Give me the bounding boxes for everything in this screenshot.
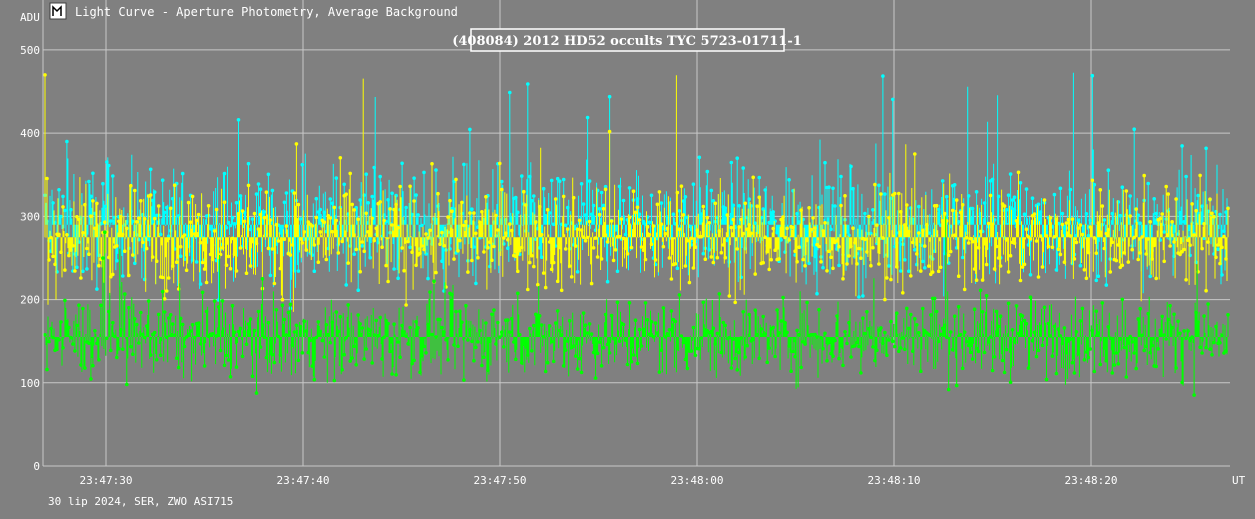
y-tick-label: 500 <box>20 44 40 57</box>
series-3-points <box>43 230 1230 397</box>
x-axis-label: UT <box>1232 474 1246 487</box>
title-bar: Light Curve - Aperture Photometry, Avera… <box>49 2 458 20</box>
series-area <box>43 72 1230 397</box>
light-curve-app-icon[interactable] <box>49 2 67 20</box>
y-tick-label: 200 <box>20 294 40 307</box>
series-2 <box>43 73 1230 312</box>
chart-title-box: (408084) 2012 HD52 occults TYC 5723-0171… <box>452 28 802 52</box>
y-tick-label: 0 <box>33 460 40 473</box>
y-tick-label: 400 <box>20 127 40 140</box>
x-tick-label: 23:48:10 <box>868 474 921 487</box>
y-axis-label: ADU <box>20 11 40 24</box>
x-tick-label: 23:47:50 <box>474 474 527 487</box>
x-tick-label: 23:47:40 <box>277 474 330 487</box>
x-tick-label: 23:48:20 <box>1065 474 1118 487</box>
series-1-stems <box>44 72 1229 309</box>
axes <box>42 0 1230 467</box>
y-tick-label: 300 <box>20 210 40 223</box>
x-tick-label: 23:48:00 <box>671 474 724 487</box>
x-tick-label: 23:47:30 <box>80 474 133 487</box>
y-tick-label: 100 <box>20 377 40 390</box>
footer-caption: 30 lip 2024, SER, ZWO ASI715 <box>48 495 233 508</box>
series-3 <box>43 216 1230 397</box>
chart-title: (408084) 2012 HD52 occults TYC 5723-0171… <box>452 34 802 49</box>
window-title: Light Curve - Aperture Photometry, Avera… <box>75 5 458 19</box>
